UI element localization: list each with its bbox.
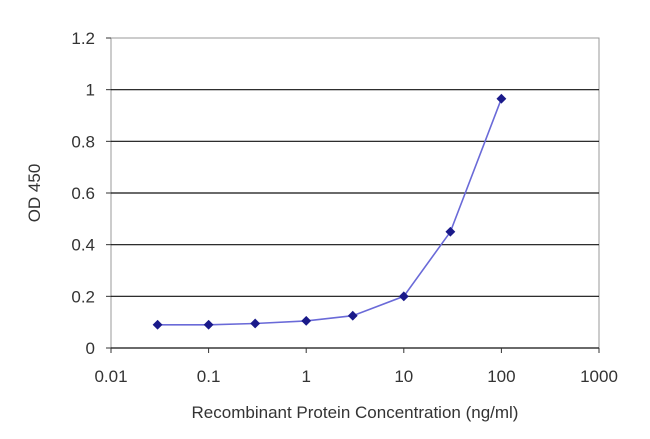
y-axis-label: OD 450	[25, 164, 44, 223]
x-tick-labels: 0.01 0.1 1 10 100 1000	[94, 348, 618, 386]
series-line	[157, 98, 503, 326]
data-point	[203, 319, 214, 330]
y-tick-label: 0.2	[71, 287, 95, 306]
y-tick-label: 0.4	[71, 236, 95, 255]
x-axis-label: Recombinant Protein Concentration (ng/ml…	[192, 403, 519, 422]
x-tick-label: 10	[394, 367, 413, 386]
series-group	[152, 93, 507, 330]
gridlines	[111, 89, 599, 349]
x-tick-label: 100	[487, 367, 515, 386]
x-tick-label: 1	[301, 367, 310, 386]
y-tick-labels: 0 0.2 0.4 0.6 0.8 1 1.2	[71, 29, 111, 358]
data-point	[398, 291, 409, 302]
data-point	[496, 93, 507, 104]
y-tick-label: 1	[86, 81, 95, 100]
y-tick-label: 1.2	[71, 29, 95, 48]
x-tick-label: 0.1	[197, 367, 221, 386]
y-tick-label: 0	[86, 339, 95, 358]
data-point	[152, 319, 163, 330]
y-tick-label: 0.8	[71, 132, 95, 151]
x-tick-label: 0.01	[94, 367, 127, 386]
x-tick-label: 1000	[580, 367, 618, 386]
y-tick-label: 0.6	[71, 184, 95, 203]
data-point	[347, 310, 358, 321]
data-point	[301, 315, 312, 326]
data-point	[445, 226, 456, 237]
data-point	[250, 318, 261, 329]
